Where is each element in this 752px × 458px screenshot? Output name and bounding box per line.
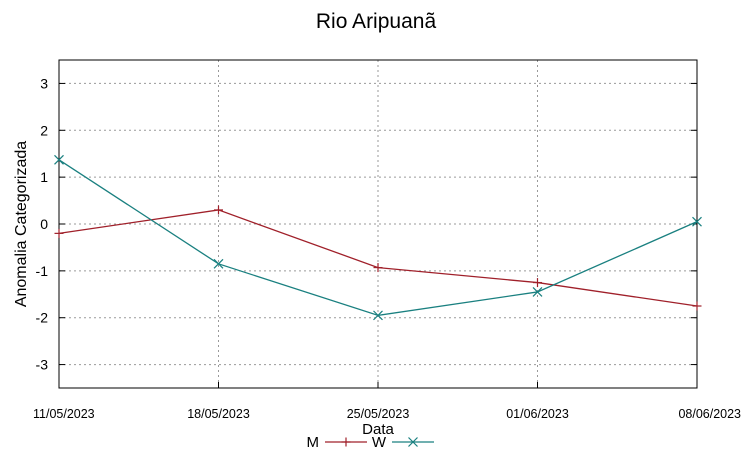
data-point-m: [54, 228, 64, 238]
x-axis: 11/05/2023 18/05/2023 25/05/2023 01/06/2023…: [33, 382, 741, 421]
legend-label-m: M: [307, 434, 320, 451]
data-point-m: [533, 278, 542, 288]
x-tick-label: 18/05/2023: [187, 407, 250, 421]
y-tick-label: 1: [40, 169, 48, 185]
legend-marker-m: [341, 437, 351, 447]
chart-title: Rio Aripuanã: [316, 10, 437, 33]
legend-marker-w: [408, 437, 418, 447]
x-tick-label: 11/05/2023: [33, 407, 95, 421]
y-tick-label: -1: [36, 263, 49, 279]
data-point-m: [373, 263, 383, 273]
data-point-w: [692, 216, 702, 227]
y-tick-label: -2: [36, 310, 49, 326]
data-point-m: [214, 205, 223, 215]
data-point-w: [213, 258, 224, 269]
y-tick-label: 3: [40, 75, 48, 91]
x-tick-label: 08/06/2023: [678, 407, 741, 421]
y-tick-label: -3: [36, 357, 49, 373]
series-layer: [54, 154, 702, 321]
x-tick-label: 25/05/2023: [347, 407, 410, 421]
data-point-w: [54, 154, 64, 165]
grid: [59, 60, 697, 388]
x-tick-label: 01/06/2023: [506, 407, 569, 421]
y-tick-label: 0: [40, 216, 48, 232]
y-axis: 3 2 1 0 -1 -2 -3: [36, 75, 697, 373]
y-tick-label: 2: [40, 122, 48, 138]
data-point-m: [692, 301, 702, 311]
data-point-w: [532, 287, 543, 297]
data-point-w: [373, 310, 383, 321]
legend-label-w: W: [372, 434, 387, 451]
x-axis-label: Data: [362, 421, 394, 438]
y-axis-label: Anomalia Categorizada: [13, 141, 30, 307]
